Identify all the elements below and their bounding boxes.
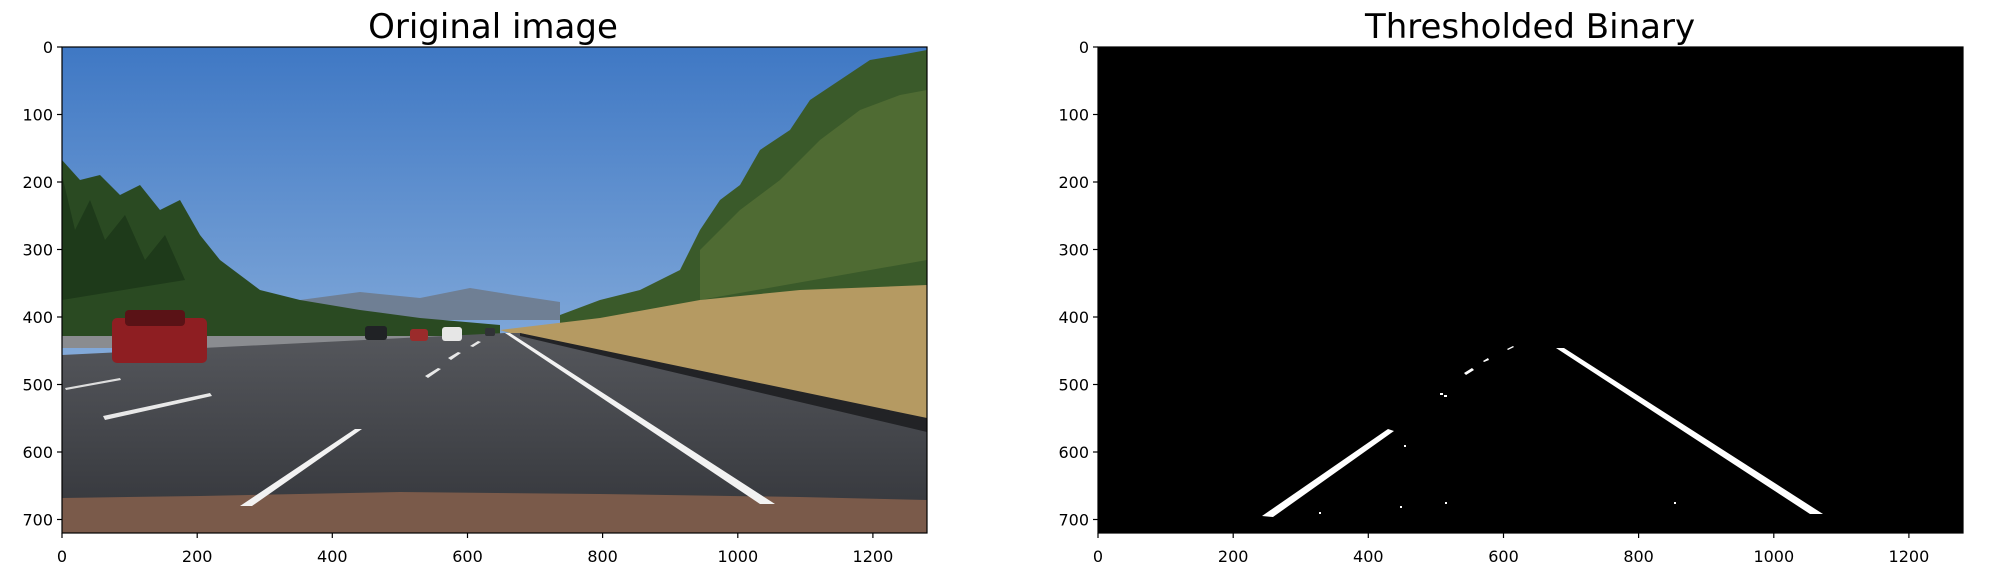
original-y-tick-label: 700 — [22, 511, 53, 530]
original-x-tick-label: 400 — [317, 547, 348, 566]
thresholded-x-tick-label: 1000 — [1753, 547, 1794, 566]
thresholded-binary-title: Thresholded Binary — [1364, 7, 1695, 47]
thresholded-y-tick-label: 200 — [1058, 173, 1089, 192]
original-y-tick-label: 100 — [22, 106, 53, 125]
original-x-axis: 0 200 400 600 800 1000 1200 — [57, 533, 893, 566]
thresholded-y-tick-label: 700 — [1058, 511, 1089, 530]
thresholded-x-tick-label: 0 — [1093, 547, 1103, 566]
thresholded-y-axis: 0 100 200 300 400 500 600 700 — [1058, 38, 1098, 530]
original-y-tick-label: 0 — [43, 38, 53, 57]
thresholded-binary-figure: Thresholded Binary — [1058, 7, 1964, 566]
original-x-tick-label: 1000 — [717, 547, 758, 566]
original-y-tick-label: 500 — [22, 376, 53, 395]
original-x-tick-label: 0 — [57, 547, 67, 566]
binary-mask-image — [1098, 47, 1963, 533]
thresholded-x-tick-label: 200 — [1218, 547, 1249, 566]
original-x-tick-label: 600 — [452, 547, 483, 566]
thresholded-y-tick-label: 0 — [1079, 38, 1089, 57]
original-y-tick-label: 600 — [22, 443, 53, 462]
original-x-tick-label: 1200 — [853, 547, 894, 566]
original-y-tick-label: 200 — [22, 173, 53, 192]
original-y-tick-label: 300 — [22, 241, 53, 260]
original-x-tick-label: 200 — [182, 547, 213, 566]
panel-original: Original image — [0, 0, 960, 578]
original-x-tick-label: 800 — [587, 547, 618, 566]
thresholded-x-tick-label: 400 — [1353, 547, 1384, 566]
panel-thresholded: Thresholded Binary — [1036, 0, 1994, 578]
thresholded-axes-frame — [1097, 46, 1964, 534]
original-y-axis: 0 100 200 300 400 500 600 700 — [22, 38, 62, 530]
thresholded-y-tick-label: 300 — [1058, 241, 1089, 260]
original-y-tick-label: 400 — [22, 308, 53, 327]
original-image-figure: Original image — [22, 7, 928, 566]
thresholded-x-axis: 0 200 400 600 800 1000 1200 — [1093, 533, 1929, 566]
thresholded-y-tick-label: 500 — [1058, 376, 1089, 395]
thresholded-x-tick-label: 800 — [1623, 547, 1654, 566]
thresholded-y-tick-label: 600 — [1058, 443, 1089, 462]
thresholded-y-tick-label: 100 — [1058, 106, 1089, 125]
thresholded-x-tick-label: 1200 — [1889, 547, 1930, 566]
thresholded-y-tick-label: 400 — [1058, 308, 1089, 327]
thresholded-x-tick-label: 600 — [1488, 547, 1519, 566]
original-axes-frame — [61, 46, 928, 534]
original-image-title: Original image — [368, 7, 618, 47]
original-road-photo — [62, 47, 927, 533]
